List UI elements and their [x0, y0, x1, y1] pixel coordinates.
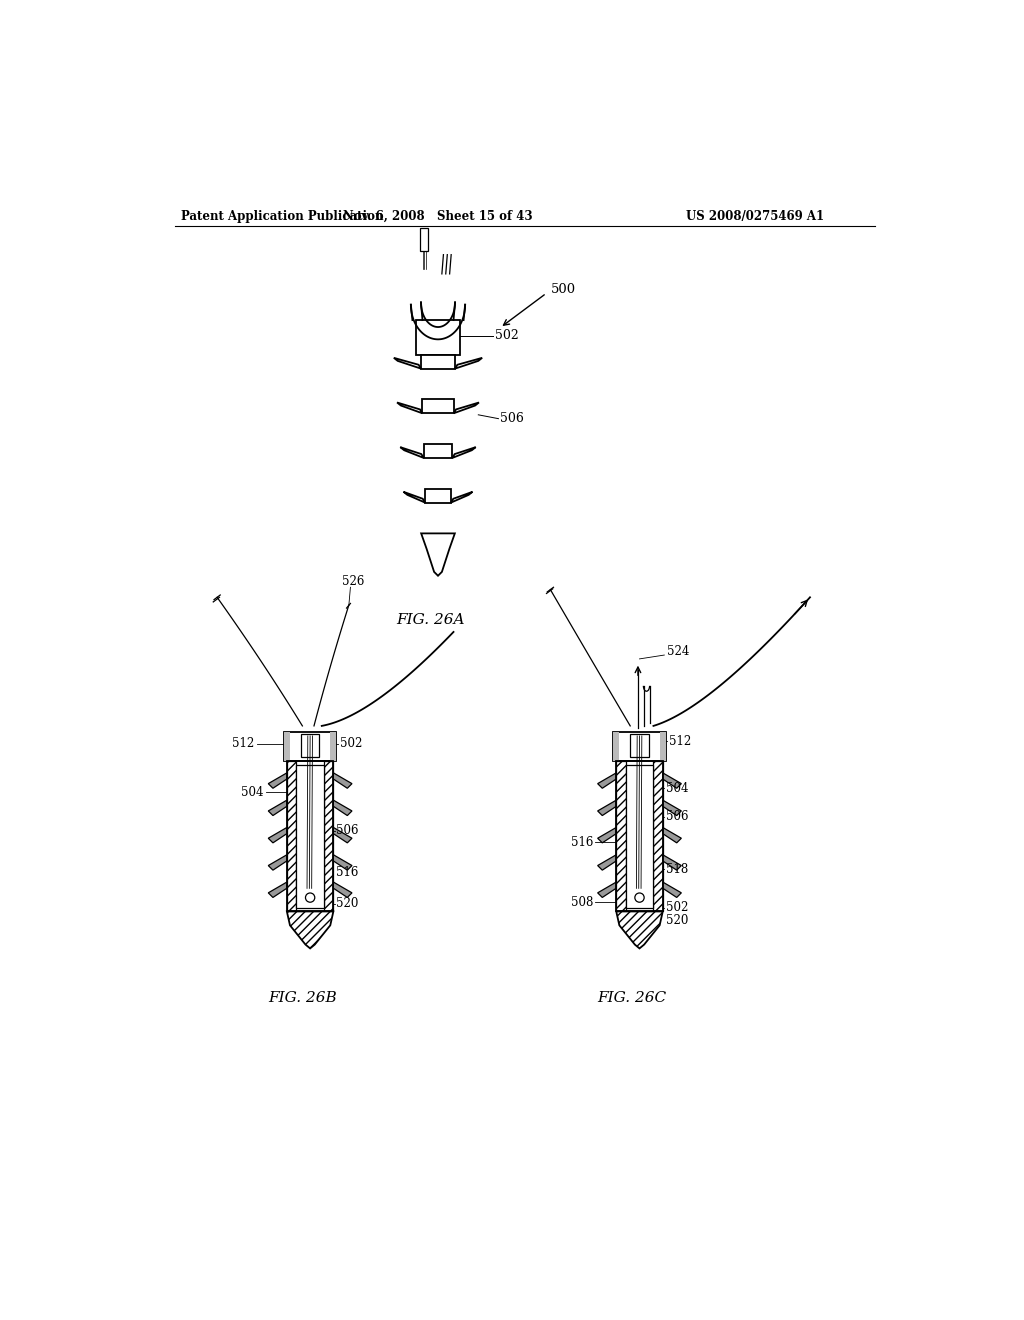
Polygon shape — [268, 774, 287, 788]
Polygon shape — [454, 403, 479, 413]
Bar — [287, 762, 296, 911]
Polygon shape — [334, 774, 352, 788]
Text: 512: 512 — [232, 737, 254, 750]
Text: 520: 520 — [337, 898, 358, 911]
Polygon shape — [451, 492, 472, 503]
Polygon shape — [287, 911, 334, 949]
Bar — [626, 766, 653, 908]
Bar — [630, 734, 649, 756]
Polygon shape — [268, 828, 287, 843]
Text: US 2008/0275469 A1: US 2008/0275469 A1 — [686, 210, 824, 223]
Text: 516: 516 — [337, 866, 358, 879]
Bar — [613, 733, 666, 762]
Text: 500: 500 — [550, 282, 575, 296]
Text: 506: 506 — [500, 412, 524, 425]
Circle shape — [305, 892, 314, 903]
Polygon shape — [400, 447, 424, 458]
Polygon shape — [663, 882, 681, 898]
Polygon shape — [663, 828, 681, 843]
Text: 502: 502 — [496, 329, 519, 342]
Text: 504: 504 — [241, 785, 263, 799]
Polygon shape — [403, 492, 425, 503]
Polygon shape — [598, 800, 616, 816]
Bar — [613, 733, 620, 762]
Bar — [420, 228, 428, 251]
Polygon shape — [394, 358, 421, 368]
Text: 524: 524 — [667, 644, 689, 657]
Text: 506: 506 — [666, 810, 688, 824]
Polygon shape — [268, 855, 287, 870]
Polygon shape — [455, 358, 482, 368]
Bar — [324, 762, 334, 911]
Text: Nov. 6, 2008   Sheet 15 of 43: Nov. 6, 2008 Sheet 15 of 43 — [343, 210, 532, 223]
Bar — [422, 400, 454, 413]
Text: FIG. 26B: FIG. 26B — [268, 991, 337, 1005]
Polygon shape — [334, 828, 352, 843]
Text: 512: 512 — [669, 735, 691, 748]
Polygon shape — [598, 774, 616, 788]
Bar — [331, 733, 337, 762]
Bar — [284, 733, 337, 762]
Text: 504: 504 — [666, 781, 688, 795]
Text: 518: 518 — [666, 862, 688, 875]
Polygon shape — [663, 774, 681, 788]
Text: 502: 502 — [340, 737, 361, 750]
Polygon shape — [663, 855, 681, 870]
Polygon shape — [421, 533, 455, 576]
Bar — [425, 488, 451, 503]
Polygon shape — [663, 800, 681, 816]
Circle shape — [635, 892, 644, 903]
Bar — [653, 762, 663, 911]
Polygon shape — [334, 882, 352, 898]
Bar — [616, 762, 626, 911]
Bar — [424, 444, 453, 458]
Text: FIG. 26A: FIG. 26A — [396, 614, 465, 627]
Bar — [296, 766, 324, 908]
Polygon shape — [334, 800, 352, 816]
Text: 526: 526 — [342, 576, 364, 589]
Bar — [301, 734, 319, 756]
Polygon shape — [268, 882, 287, 898]
Text: 502: 502 — [666, 902, 688, 915]
Polygon shape — [268, 800, 287, 816]
Text: 506: 506 — [337, 824, 359, 837]
Polygon shape — [334, 855, 352, 870]
Text: FIG. 26C: FIG. 26C — [597, 991, 667, 1005]
Bar — [284, 733, 290, 762]
Polygon shape — [616, 911, 663, 949]
Polygon shape — [598, 855, 616, 870]
Text: 520: 520 — [666, 915, 688, 927]
Bar — [416, 321, 461, 355]
Polygon shape — [598, 828, 616, 843]
Bar — [287, 762, 334, 911]
Polygon shape — [453, 447, 476, 458]
Bar — [421, 355, 455, 368]
Bar — [616, 762, 663, 911]
Text: Patent Application Publication: Patent Application Publication — [180, 210, 383, 223]
Polygon shape — [598, 882, 616, 898]
Text: 516: 516 — [570, 836, 593, 849]
Text: 508: 508 — [570, 896, 593, 908]
Bar — [659, 733, 666, 762]
Polygon shape — [397, 403, 422, 413]
